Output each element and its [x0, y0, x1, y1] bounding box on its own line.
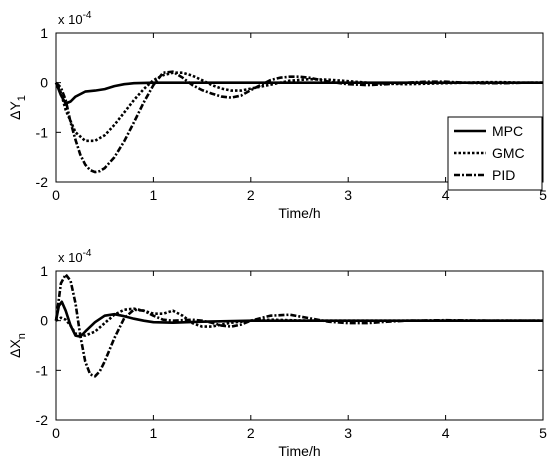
y-tick-label: 1	[40, 263, 48, 279]
legend-label-pid: PID	[492, 167, 515, 183]
y-tick-label: 0	[40, 75, 48, 91]
x-tick-label: 3	[344, 187, 352, 203]
plot-frame	[55, 270, 544, 421]
series-line-gmc	[54, 71, 543, 143]
x-tick-label: 2	[247, 187, 255, 203]
y-axis-label: ΔY1	[7, 95, 28, 120]
chart-1: 0 1 2 3 4 5 -2 -1 0 1 x 10-4 Time/h ΔY1 MPC GMC PID	[7, 10, 547, 221]
legend-label-gmc: GMC	[492, 145, 525, 161]
x-tick-label: 5	[539, 187, 547, 203]
x-tick-label: 0	[52, 425, 60, 441]
series-line-mpc	[54, 81, 543, 105]
legend-label-mpc: MPC	[492, 123, 523, 139]
x-tick-label: 5	[539, 425, 547, 441]
chart-2: 0 1 2 3 4 5 -2 -1 0 1 x 10-4 Time/h ΔXn	[7, 248, 547, 459]
legend: MPC GMC PID	[447, 116, 543, 191]
x-tick-label: 4	[442, 187, 450, 203]
series-line-mpc	[54, 300, 543, 338]
x-tick-label: 2	[247, 425, 255, 441]
y-tick-label: -1	[36, 124, 49, 140]
y-tick-label: 1	[40, 25, 48, 41]
x-tick-label: 1	[150, 187, 158, 203]
x-tick-label: 4	[442, 425, 450, 441]
y-scale-factor: x 10-4	[58, 10, 92, 27]
y-tick-label: -1	[36, 362, 49, 378]
x-axis-label: Time/h	[278, 205, 320, 221]
y-axis-label: ΔXn	[7, 333, 28, 358]
plot-frame	[55, 32, 544, 183]
y-scale-factor: x 10-4	[58, 248, 92, 265]
y-tick-label: -2	[36, 412, 49, 428]
x-tick-label: 3	[344, 425, 352, 441]
x-tick-label: 1	[150, 425, 158, 441]
x-axis-label: Time/h	[278, 443, 320, 459]
x-tick-label: 0	[52, 187, 60, 203]
y-tick-label: 0	[40, 313, 48, 329]
series-line-pid	[54, 273, 543, 378]
y-tick-label: -2	[36, 174, 49, 190]
